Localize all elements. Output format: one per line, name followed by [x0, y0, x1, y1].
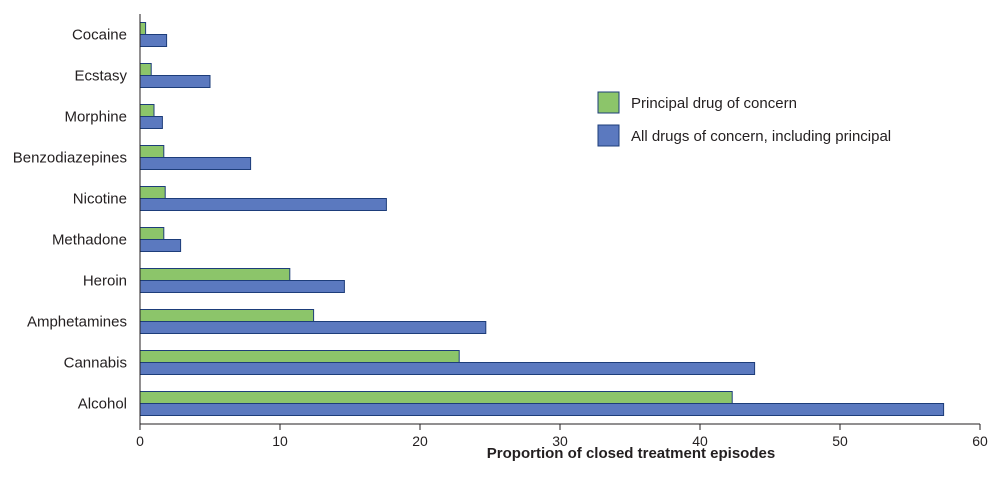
category-label-cocaine: Cocaine — [72, 27, 127, 44]
bar-principal-heroin — [139, 268, 291, 281]
bar-all-heroin — [139, 280, 345, 293]
bar-principal-benzodiazepines — [139, 145, 165, 158]
legend-swatch-all — [597, 124, 620, 147]
category-label-cannabis: Cannabis — [64, 355, 127, 372]
bar-principal-methadone — [139, 227, 165, 240]
bar-principal-amphetamines — [139, 309, 315, 322]
x-tick-label-20: 20 — [412, 433, 428, 449]
category-label-alcohol: Alcohol — [78, 396, 127, 413]
bar-principal-alcohol — [139, 391, 733, 404]
category-label-methadone: Methadone — [52, 232, 127, 249]
x-tick-label-10: 10 — [272, 433, 288, 449]
bar-principal-morphine — [139, 104, 155, 117]
x-axis: 0 10 20 30 40 50 60 — [136, 423, 988, 449]
bar-principal-ecstasy — [139, 63, 152, 76]
x-tick-label-50: 50 — [832, 433, 848, 449]
y-axis: Alcohol Cannabis Amphetamines Heroin Methado… — [13, 14, 141, 424]
x-tick-label-40: 40 — [692, 433, 708, 449]
bar-all-cannabis — [139, 362, 756, 375]
category-label-heroin: Heroin — [83, 273, 127, 290]
category-label-benzodiazepines: Benzodiazepines — [13, 150, 127, 167]
category-label-amphetamines: Amphetamines — [27, 314, 127, 331]
x-axis-title: Proportion of closed treatment episodes — [487, 445, 775, 462]
bar-all-amphetamines — [139, 321, 487, 334]
legend-swatch-principal — [597, 91, 620, 114]
category-label-nicotine: Nicotine — [73, 191, 127, 208]
legend-label-principal: Principal drug of concern — [631, 95, 797, 112]
legend-label-all: All drugs of concern, including principa… — [631, 128, 891, 145]
bar-principal-cannabis — [139, 350, 460, 363]
bar-principal-nicotine — [139, 186, 166, 199]
category-label-morphine: Morphine — [64, 109, 127, 126]
x-tick-label-0: 0 — [136, 433, 144, 449]
x-tick-label-30: 30 — [552, 433, 568, 449]
plot-area — [139, 22, 945, 416]
x-tick-label-60: 60 — [972, 433, 988, 449]
category-label-ecstasy: Ecstasy — [74, 68, 127, 85]
bar-all-nicotine — [139, 198, 387, 211]
bar-all-ecstasy — [139, 75, 211, 88]
bar-all-methadone — [139, 239, 182, 252]
bar-all-morphine — [139, 116, 163, 129]
bar-principal-cocaine — [139, 22, 147, 35]
legend: Principal drug of concern All drugs of co… — [597, 91, 891, 147]
bar-all-benzodiazepines — [139, 157, 252, 170]
bar-all-cocaine — [139, 34, 168, 47]
bar-all-alcohol — [139, 403, 945, 416]
